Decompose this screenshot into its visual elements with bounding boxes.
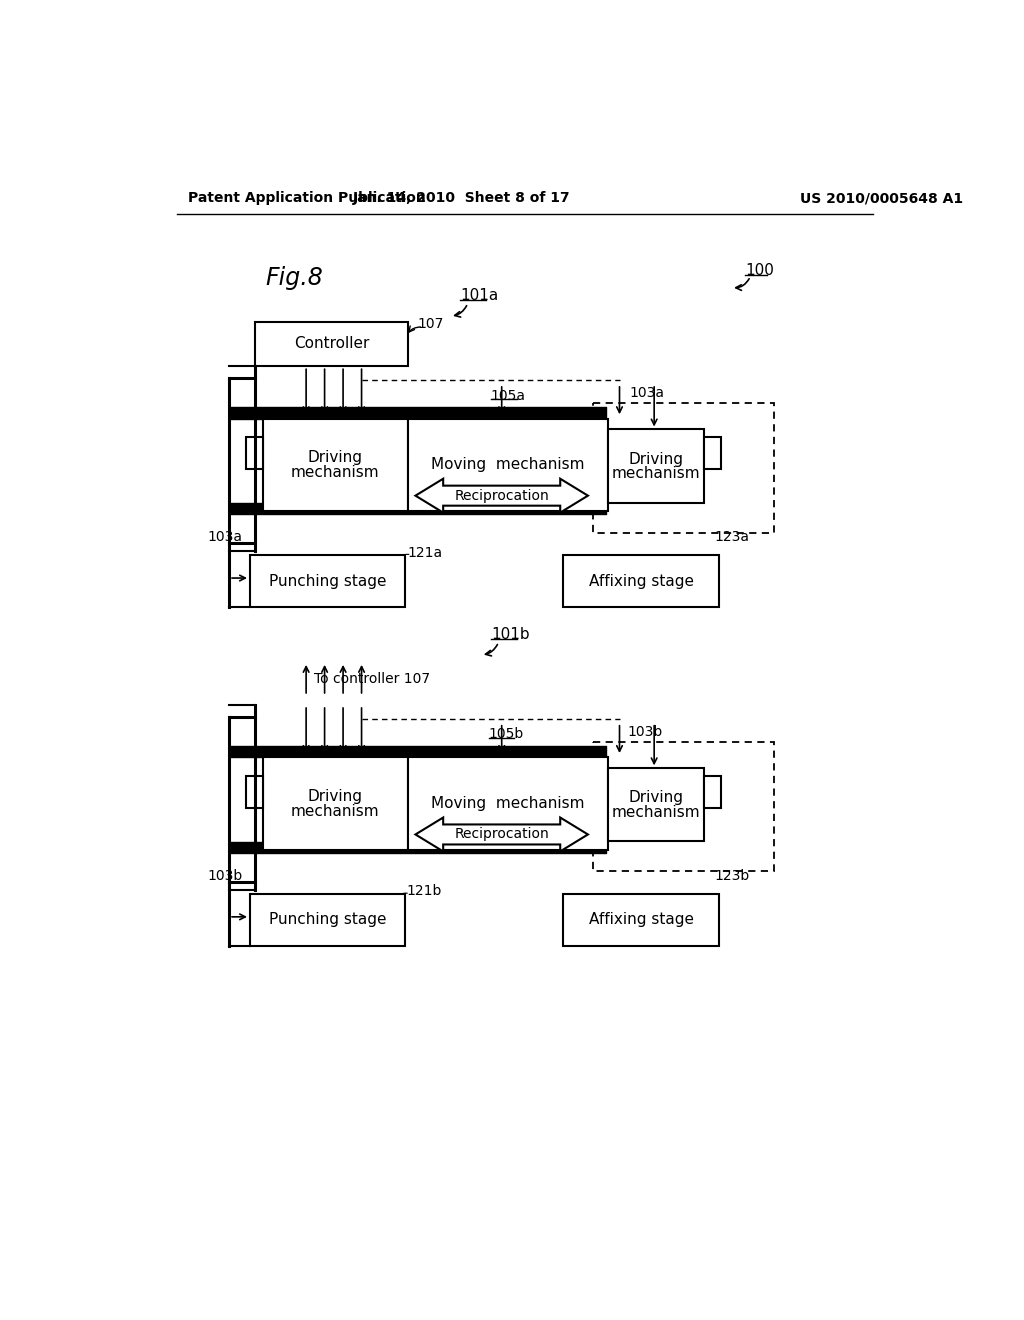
Bar	[408, 758, 608, 850]
Polygon shape	[416, 817, 588, 851]
Text: 121a: 121a	[408, 545, 443, 560]
Text: 103a: 103a	[630, 387, 665, 400]
Text: 101b: 101b	[490, 627, 529, 642]
Text: US 2010/0005648 A1: US 2010/0005648 A1	[801, 191, 964, 206]
Text: Controller: Controller	[294, 337, 370, 351]
Text: mechanism: mechanism	[611, 466, 700, 482]
Text: Reciprocation: Reciprocation	[455, 828, 549, 841]
Text: Moving  mechanism: Moving mechanism	[431, 796, 585, 812]
Text: 105b: 105b	[488, 727, 524, 742]
Text: Punching stage: Punching stage	[269, 912, 386, 928]
Text: 103b: 103b	[628, 725, 663, 739]
Text: 101a: 101a	[460, 288, 499, 304]
Text: Moving  mechanism: Moving mechanism	[431, 457, 585, 473]
Text: mechanism: mechanism	[291, 465, 380, 480]
Text: Jan. 14, 2010  Sheet 8 of 17: Jan. 14, 2010 Sheet 8 of 17	[353, 191, 570, 206]
Text: Reciprocation: Reciprocation	[455, 488, 549, 503]
Polygon shape	[416, 479, 588, 512]
Bar	[705, 776, 721, 808]
Text: 100: 100	[745, 263, 774, 277]
Text: mechanism: mechanism	[611, 805, 700, 820]
Text: 123a: 123a	[714, 531, 750, 544]
Text: Driving: Driving	[629, 451, 684, 466]
Bar	[246, 437, 263, 470]
Bar	[246, 776, 263, 808]
Text: 105a: 105a	[490, 388, 526, 403]
Text: Fig.8: Fig.8	[265, 265, 323, 290]
Text: To controller 107: To controller 107	[313, 672, 430, 686]
Text: 121b: 121b	[407, 884, 441, 899]
Text: Patent Application Publication: Patent Application Publication	[188, 191, 426, 206]
Bar	[563, 894, 719, 946]
Text: 123b: 123b	[714, 869, 750, 883]
Bar	[250, 554, 406, 607]
Bar	[250, 894, 406, 946]
Bar	[705, 437, 721, 470]
Text: Affixing stage: Affixing stage	[589, 912, 693, 928]
Text: Driving: Driving	[308, 789, 362, 804]
Bar	[563, 554, 719, 607]
Text: Affixing stage: Affixing stage	[589, 574, 693, 589]
Bar	[408, 418, 608, 511]
Text: 107: 107	[417, 317, 443, 331]
Text: Punching stage: Punching stage	[269, 574, 386, 589]
Text: 103b: 103b	[208, 869, 243, 883]
Text: mechanism: mechanism	[291, 804, 380, 818]
Bar	[608, 429, 705, 503]
Bar	[593, 742, 773, 871]
Bar	[255, 322, 408, 367]
Text: Driving: Driving	[308, 450, 362, 466]
Bar	[593, 404, 773, 532]
Bar	[263, 418, 408, 511]
Text: 103a: 103a	[208, 531, 243, 544]
Bar	[263, 758, 408, 850]
Bar	[608, 768, 705, 841]
Text: Driving: Driving	[629, 791, 684, 805]
